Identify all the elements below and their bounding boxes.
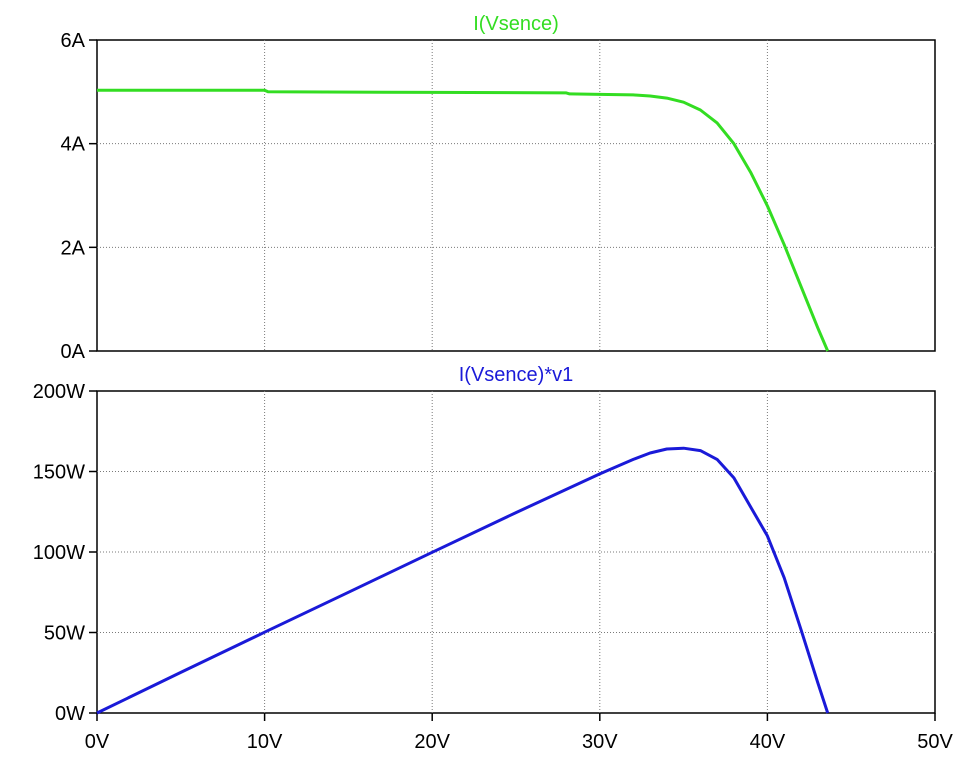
x-tick-label: 10V bbox=[247, 731, 283, 753]
trace-line[interactable] bbox=[96, 446, 830, 715]
y-tick-label: 0W bbox=[55, 703, 85, 725]
power-y-axis: 0W 50W 100W 150W 200W bbox=[33, 381, 97, 725]
x-tick-label: 50V bbox=[917, 731, 953, 753]
y-tick-label: 100W bbox=[33, 542, 85, 564]
y-tick-label: 6A bbox=[61, 30, 86, 52]
x-tick-label: 0V bbox=[85, 731, 110, 753]
y-tick-label: 150W bbox=[33, 462, 85, 484]
x-tick-label: 30V bbox=[582, 731, 618, 753]
power-pane-frame bbox=[96, 390, 936, 714]
y-tick-label: 4A bbox=[61, 134, 86, 156]
power-trace-title[interactable]: I(Vsence)*v1 bbox=[459, 364, 574, 386]
y-tick-label: 2A bbox=[61, 237, 86, 259]
current-pane-frame bbox=[96, 39, 936, 352]
trace-line[interactable] bbox=[97, 88, 830, 352]
voltage-x-axis: 0V 10V 20V 30V 40V 50V bbox=[85, 713, 953, 753]
current-trace-title[interactable]: I(Vsence) bbox=[473, 13, 559, 35]
power-series bbox=[96, 446, 830, 715]
y-tick-label: 0A bbox=[61, 341, 86, 363]
power-pane: 0W 50W 100W 150W 200W 0V 10V 20V 30V 40V 50V I(Vs… bbox=[33, 364, 954, 753]
x-tick-label: 20V bbox=[414, 731, 450, 753]
y-tick-label: 50W bbox=[44, 623, 85, 645]
current-y-axis: 0A 2A 4A 6A bbox=[61, 30, 97, 363]
power-pane-grid bbox=[97, 391, 935, 713]
y-tick-label: 200W bbox=[33, 381, 85, 403]
current-series bbox=[97, 88, 830, 352]
x-tick-label: 40V bbox=[750, 731, 786, 753]
current-pane: 0A 2A 4A 6A I(Vsence) bbox=[61, 13, 936, 363]
